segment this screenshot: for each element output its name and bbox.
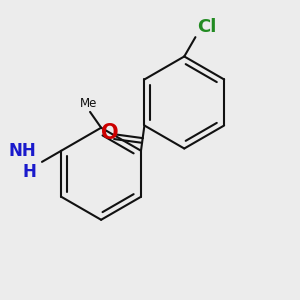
Text: NH: NH [8,142,36,160]
Text: Cl: Cl [197,18,216,36]
Text: H: H [22,164,36,181]
Text: O: O [100,123,118,143]
Text: Me: Me [80,97,97,110]
